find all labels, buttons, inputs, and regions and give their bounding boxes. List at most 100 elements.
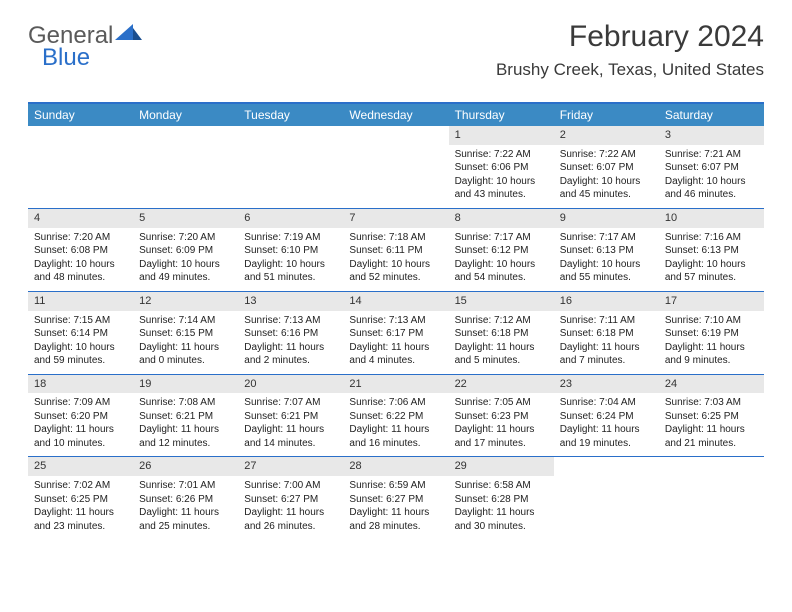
day-number: 25 [28, 457, 133, 476]
day-number: 6 [238, 209, 343, 228]
day-info: Sunrise: 7:13 AMSunset: 6:17 PMDaylight:… [343, 311, 448, 374]
daylight-line: Daylight: 11 hours and 23 minutes. [34, 506, 127, 533]
sunrise-line: Sunrise: 7:01 AM [139, 479, 232, 493]
day-number: 13 [238, 292, 343, 311]
day-number: 7 [343, 209, 448, 228]
daylight-line: Daylight: 11 hours and 17 minutes. [455, 423, 548, 450]
day-cell: 2Sunrise: 7:22 AMSunset: 6:07 PMDaylight… [554, 126, 659, 208]
day-cell: 25Sunrise: 7:02 AMSunset: 6:25 PMDayligh… [28, 457, 133, 539]
day-cell: 8Sunrise: 7:17 AMSunset: 6:12 PMDaylight… [449, 209, 554, 291]
daylight-line: Daylight: 10 hours and 51 minutes. [244, 258, 337, 285]
day-header-row: SundayMondayTuesdayWednesdayThursdayFrid… [28, 104, 764, 126]
day-cell [238, 126, 343, 208]
sunrise-line: Sunrise: 7:06 AM [349, 396, 442, 410]
sunrise-line: Sunrise: 7:07 AM [244, 396, 337, 410]
day-cell: 7Sunrise: 7:18 AMSunset: 6:11 PMDaylight… [343, 209, 448, 291]
day-info: Sunrise: 7:04 AMSunset: 6:24 PMDaylight:… [554, 393, 659, 456]
day-number: 21 [343, 375, 448, 394]
day-number: 22 [449, 375, 554, 394]
day-info: Sunrise: 7:09 AMSunset: 6:20 PMDaylight:… [28, 393, 133, 456]
logo-text-blue: Blue [42, 44, 90, 72]
sunrise-line: Sunrise: 7:02 AM [34, 479, 127, 493]
daylight-line: Daylight: 11 hours and 28 minutes. [349, 506, 442, 533]
day-info: Sunrise: 7:18 AMSunset: 6:11 PMDaylight:… [343, 228, 448, 291]
day-number: 12 [133, 292, 238, 311]
day-cell: 26Sunrise: 7:01 AMSunset: 6:26 PMDayligh… [133, 457, 238, 539]
day-cell: 27Sunrise: 7:00 AMSunset: 6:27 PMDayligh… [238, 457, 343, 539]
sunset-line: Sunset: 6:09 PM [139, 244, 232, 258]
day-cell: 16Sunrise: 7:11 AMSunset: 6:18 PMDayligh… [554, 292, 659, 374]
day-number: 10 [659, 209, 764, 228]
sunset-line: Sunset: 6:17 PM [349, 327, 442, 341]
logo-triangle-icon [115, 24, 143, 47]
day-cell: 28Sunrise: 6:59 AMSunset: 6:27 PMDayligh… [343, 457, 448, 539]
day-cell: 11Sunrise: 7:15 AMSunset: 6:14 PMDayligh… [28, 292, 133, 374]
week-row: 4Sunrise: 7:20 AMSunset: 6:08 PMDaylight… [28, 208, 764, 291]
day-header: Saturday [659, 104, 764, 126]
day-number: 1 [449, 126, 554, 145]
sunrise-line: Sunrise: 7:05 AM [455, 396, 548, 410]
sunrise-line: Sunrise: 7:18 AM [349, 231, 442, 245]
sunrise-line: Sunrise: 7:17 AM [455, 231, 548, 245]
day-number: 4 [28, 209, 133, 228]
sunset-line: Sunset: 6:12 PM [455, 244, 548, 258]
sunset-line: Sunset: 6:11 PM [349, 244, 442, 258]
day-number: 29 [449, 457, 554, 476]
day-number: 3 [659, 126, 764, 145]
sunrise-line: Sunrise: 6:59 AM [349, 479, 442, 493]
sunrise-line: Sunrise: 7:04 AM [560, 396, 653, 410]
sunrise-line: Sunrise: 7:00 AM [244, 479, 337, 493]
sunrise-line: Sunrise: 7:19 AM [244, 231, 337, 245]
week-row: 18Sunrise: 7:09 AMSunset: 6:20 PMDayligh… [28, 374, 764, 457]
day-number: 8 [449, 209, 554, 228]
daylight-line: Daylight: 11 hours and 0 minutes. [139, 341, 232, 368]
day-number: 17 [659, 292, 764, 311]
sunrise-line: Sunrise: 7:17 AM [560, 231, 653, 245]
daylight-line: Daylight: 11 hours and 4 minutes. [349, 341, 442, 368]
daylight-line: Daylight: 11 hours and 5 minutes. [455, 341, 548, 368]
day-cell: 22Sunrise: 7:05 AMSunset: 6:23 PMDayligh… [449, 375, 554, 457]
day-cell: 4Sunrise: 7:20 AMSunset: 6:08 PMDaylight… [28, 209, 133, 291]
daylight-line: Daylight: 10 hours and 48 minutes. [34, 258, 127, 285]
daylight-line: Daylight: 11 hours and 9 minutes. [665, 341, 758, 368]
sunset-line: Sunset: 6:26 PM [139, 493, 232, 507]
sunrise-line: Sunrise: 7:15 AM [34, 314, 127, 328]
day-number: 14 [343, 292, 448, 311]
month-title: February 2024 [496, 20, 764, 54]
sunrise-line: Sunrise: 7:13 AM [349, 314, 442, 328]
daylight-line: Daylight: 11 hours and 12 minutes. [139, 423, 232, 450]
day-number: 15 [449, 292, 554, 311]
day-cell [659, 457, 764, 539]
daylight-line: Daylight: 11 hours and 16 minutes. [349, 423, 442, 450]
day-number: 18 [28, 375, 133, 394]
daylight-line: Daylight: 11 hours and 30 minutes. [455, 506, 548, 533]
day-cell: 3Sunrise: 7:21 AMSunset: 6:07 PMDaylight… [659, 126, 764, 208]
daylight-line: Daylight: 10 hours and 49 minutes. [139, 258, 232, 285]
day-cell: 6Sunrise: 7:19 AMSunset: 6:10 PMDaylight… [238, 209, 343, 291]
day-cell [133, 126, 238, 208]
sunset-line: Sunset: 6:14 PM [34, 327, 127, 341]
day-number: 27 [238, 457, 343, 476]
day-info: Sunrise: 7:06 AMSunset: 6:22 PMDaylight:… [343, 393, 448, 456]
sunset-line: Sunset: 6:22 PM [349, 410, 442, 424]
sunset-line: Sunset: 6:13 PM [560, 244, 653, 258]
sunset-line: Sunset: 6:07 PM [665, 161, 758, 175]
day-info: Sunrise: 7:17 AMSunset: 6:12 PMDaylight:… [449, 228, 554, 291]
day-info: Sunrise: 7:16 AMSunset: 6:13 PMDaylight:… [659, 228, 764, 291]
day-number: 19 [133, 375, 238, 394]
day-info: Sunrise: 7:17 AMSunset: 6:13 PMDaylight:… [554, 228, 659, 291]
sunrise-line: Sunrise: 7:12 AM [455, 314, 548, 328]
header-right: February 2024 Brushy Creek, Texas, Unite… [496, 20, 764, 80]
sunset-line: Sunset: 6:06 PM [455, 161, 548, 175]
day-header: Thursday [449, 104, 554, 126]
daylight-line: Daylight: 11 hours and 14 minutes. [244, 423, 337, 450]
sunset-line: Sunset: 6:16 PM [244, 327, 337, 341]
sunrise-line: Sunrise: 7:16 AM [665, 231, 758, 245]
week-row: 1Sunrise: 7:22 AMSunset: 6:06 PMDaylight… [28, 126, 764, 208]
sunrise-line: Sunrise: 7:21 AM [665, 148, 758, 162]
daylight-line: Daylight: 10 hours and 45 minutes. [560, 175, 653, 202]
day-info: Sunrise: 6:58 AMSunset: 6:28 PMDaylight:… [449, 476, 554, 539]
sunrise-line: Sunrise: 7:20 AM [139, 231, 232, 245]
day-cell: 20Sunrise: 7:07 AMSunset: 6:21 PMDayligh… [238, 375, 343, 457]
sunrise-line: Sunrise: 6:58 AM [455, 479, 548, 493]
